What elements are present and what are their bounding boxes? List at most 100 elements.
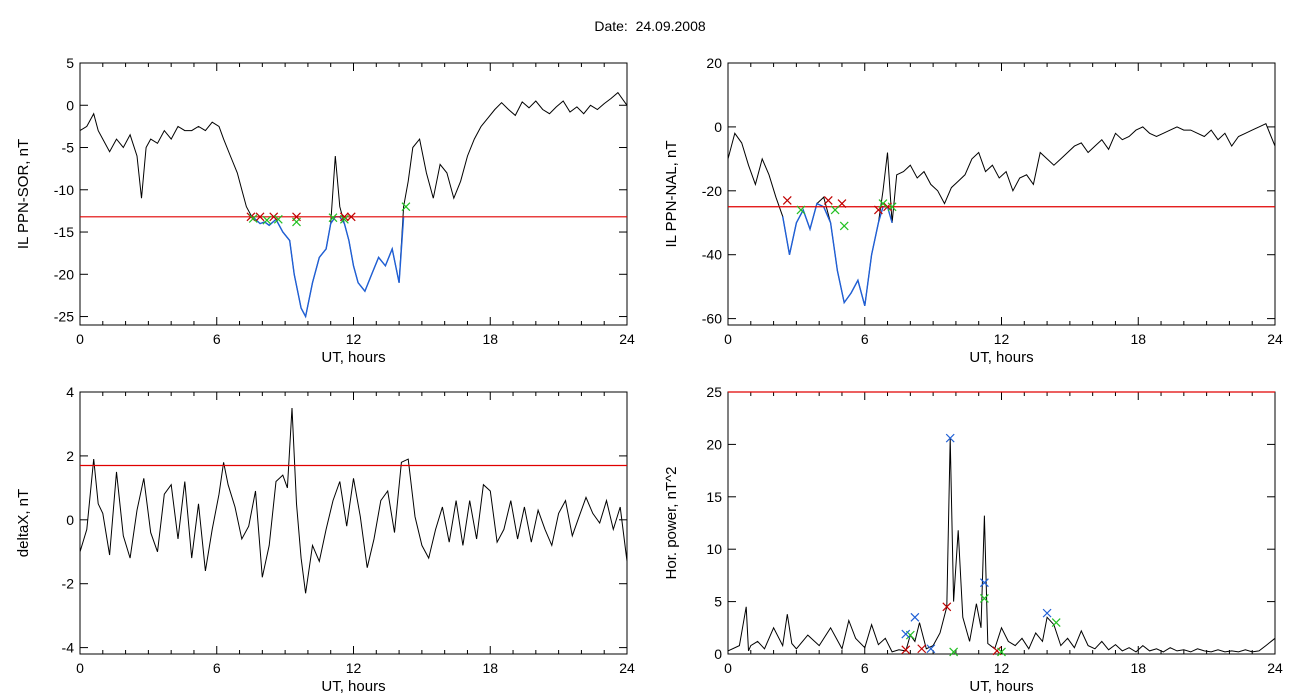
marker-red-stroke [782,195,792,205]
marker-green [1051,618,1061,627]
x-axis-label: UT, hours [969,349,1033,366]
marker-red-stroke [346,212,356,222]
marker-red-stroke [255,212,265,222]
marker-red-stroke [823,195,833,205]
marker-blue [979,578,989,588]
marker-green-stroke [878,199,888,209]
marker-red [255,212,265,222]
marker-green-stroke [1051,618,1061,627]
highlight-series-line [250,214,405,319]
marker-green [887,202,897,212]
marker-green-stroke [796,205,806,215]
chart-panel-power: 0 6 12 18 24 25 20 15 10 5 0 UT, hours Hor. power, n… [663,384,1283,695]
marker-red [782,195,792,205]
series-line [728,123,1275,306]
marker-green [949,647,959,657]
marker-blue [910,612,920,622]
marker-green [292,217,301,227]
marker-green [997,647,1006,657]
marker-blue [945,433,955,443]
y-tick-label: -2 [62,576,75,592]
marker-green-stroke [949,647,959,657]
marker-green-stroke [339,214,349,224]
x-axis-label: UT, hours [321,678,385,695]
x-tick-label: 18 [482,660,498,676]
y-tick-label: 5 [66,55,74,71]
marker-green-stroke [328,213,338,223]
marker-green [248,214,258,223]
marker-green [339,214,349,224]
marker-red [874,205,883,215]
x-tick-label: 6 [861,331,869,347]
marker-blue-stroke [901,629,911,639]
marker-red-stroke [942,602,952,612]
y-tick-label: 0 [66,97,74,113]
series-line [728,438,1275,653]
x-tick-label: 0 [724,660,732,676]
highlight-series-line [782,202,893,306]
plot-area [728,438,1275,653]
marker-green-stroke [887,202,897,212]
marker-green [796,205,806,215]
x-tick-label: 18 [1130,660,1146,676]
y-tick-label: -15 [54,224,74,240]
chart-panel-deltax: 0 6 12 18 24 4 2 0 -2 -4 UT, hours deltaX, nT [15,384,635,695]
x-tick-label: 6 [861,660,869,676]
marker-blue-stroke [926,644,936,654]
y-tick-label: -20 [702,183,722,199]
y-tick-label: -40 [702,247,722,263]
marker-green-stroke [262,215,272,225]
marker-green [979,594,989,603]
plot-frame [79,391,628,655]
marker-green [273,214,283,224]
marker-red-stroke [874,205,883,215]
y-tick-label: -4 [62,640,75,656]
y-tick-label: -60 [702,311,722,327]
y-axis-label: deltaX, nT [15,489,32,557]
y-tick-label: -5 [62,140,75,156]
x-tick-label: 12 [346,660,362,676]
marker-red [901,645,911,655]
marker-green-stroke [401,202,411,212]
marker-green-stroke [248,214,258,223]
x-tick-label: 12 [994,331,1010,347]
marker-green [839,221,849,231]
y-tick-label: 15 [706,489,722,505]
x-tick-label: 6 [213,331,221,347]
x-tick-label: 0 [76,660,84,676]
marker-blue-stroke [945,433,955,443]
x-tick-label: 24 [619,660,635,676]
marker-green [878,199,888,209]
marker-green-stroke [997,647,1006,657]
plot-frame [727,62,1276,326]
plot-area [80,407,627,594]
y-tick-label: 5 [714,594,722,610]
marker-red-stroke [992,646,1002,656]
x-axis-label: UT, hours [969,678,1033,695]
x-axis-label: UT, hours [321,349,385,366]
x-tick-label: 18 [1130,331,1146,347]
marker-red [346,212,356,222]
y-axis-label: IL PPN-SOR, nT [15,139,32,249]
marker-blue [1042,608,1052,618]
y-tick-label: 0 [714,646,722,662]
y-tick-label: 0 [66,512,74,528]
marker-red [269,212,279,222]
y-axis-label: Hor. power, nT^2 [663,467,680,580]
y-tick-label: -25 [54,309,74,325]
marker-blue-stroke [979,578,989,588]
marker-green-stroke [839,221,849,231]
x-tick-label: 6 [213,660,221,676]
marker-red-stroke [269,212,279,222]
marker-red-stroke [917,644,927,654]
chart-panel-sor: 0 6 12 18 24 5 0 -5 -10 -15 -20 -25 UT, hours IL PPN-… [15,55,635,366]
y-tick-label: 0 [714,119,722,135]
marker-blue [901,629,911,639]
marker-red [917,644,927,654]
marker-red [339,212,349,222]
marker-red-stroke [339,212,349,222]
series-line [80,91,627,318]
marker-red [942,602,952,612]
x-tick-label: 0 [76,331,84,347]
